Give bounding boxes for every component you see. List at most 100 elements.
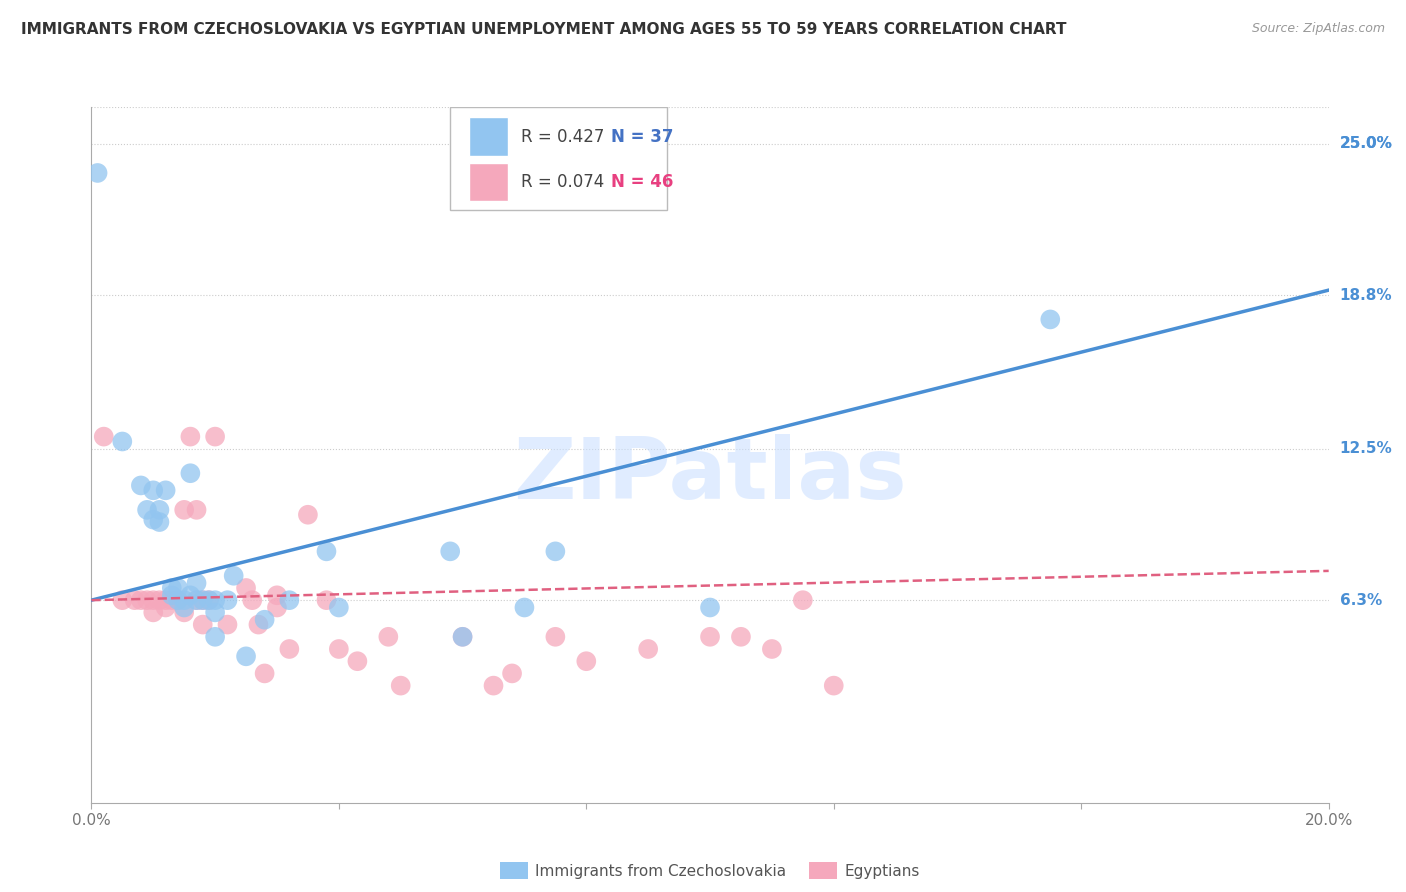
- Legend: Immigrants from Czechoslovakia, Egyptians: Immigrants from Czechoslovakia, Egyptian…: [494, 855, 927, 886]
- Point: [204, 593, 226, 607]
- Point: [328, 600, 350, 615]
- Point: [179, 467, 201, 481]
- Point: [699, 630, 721, 644]
- Point: [482, 679, 505, 693]
- Point: [167, 593, 190, 607]
- Point: [198, 593, 221, 607]
- Text: 25.0%: 25.0%: [1340, 136, 1393, 151]
- Text: 12.5%: 12.5%: [1340, 442, 1392, 457]
- Point: [142, 513, 165, 527]
- Point: [179, 588, 201, 602]
- FancyBboxPatch shape: [468, 118, 509, 156]
- Point: [544, 630, 567, 644]
- Point: [142, 606, 165, 620]
- Point: [217, 617, 239, 632]
- Point: [222, 568, 245, 582]
- Point: [315, 593, 337, 607]
- Point: [278, 593, 301, 607]
- Point: [173, 593, 195, 607]
- Text: 18.8%: 18.8%: [1340, 287, 1392, 302]
- Point: [501, 666, 523, 681]
- FancyBboxPatch shape: [468, 118, 509, 156]
- Point: [136, 593, 159, 607]
- Point: [142, 483, 165, 498]
- Point: [186, 576, 208, 591]
- Text: IMMIGRANTS FROM CZECHOSLOVAKIA VS EGYPTIAN UNEMPLOYMENT AMONG AGES 55 TO 59 YEAR: IMMIGRANTS FROM CZECHOSLOVAKIA VS EGYPTI…: [21, 22, 1067, 37]
- Point: [278, 642, 301, 657]
- Text: 25.0%: 25.0%: [1340, 136, 1393, 151]
- Point: [389, 679, 412, 693]
- Text: R = 0.427: R = 0.427: [520, 128, 605, 146]
- Point: [235, 649, 257, 664]
- Text: Source: ZipAtlas.com: Source: ZipAtlas.com: [1251, 22, 1385, 36]
- Point: [160, 593, 183, 607]
- Point: [266, 600, 288, 615]
- FancyBboxPatch shape: [468, 162, 509, 201]
- Point: [544, 544, 567, 558]
- Point: [160, 581, 183, 595]
- Point: [142, 593, 165, 607]
- Point: [513, 600, 536, 615]
- Point: [148, 515, 170, 529]
- Point: [204, 606, 226, 620]
- Text: R = 0.074: R = 0.074: [520, 173, 605, 191]
- Point: [439, 544, 461, 558]
- Point: [111, 434, 134, 449]
- Point: [129, 593, 152, 607]
- Text: 6.3%: 6.3%: [1340, 592, 1382, 607]
- Point: [86, 166, 108, 180]
- Point: [160, 588, 183, 602]
- Point: [328, 642, 350, 657]
- Point: [155, 600, 177, 615]
- Point: [699, 600, 721, 615]
- Point: [124, 593, 146, 607]
- Point: [167, 593, 190, 607]
- Point: [761, 642, 783, 657]
- Point: [1039, 312, 1062, 326]
- Point: [93, 429, 115, 443]
- Point: [173, 606, 195, 620]
- Text: N = 37: N = 37: [612, 128, 673, 146]
- Point: [637, 642, 659, 657]
- Point: [204, 630, 226, 644]
- Text: N = 46: N = 46: [612, 173, 673, 191]
- Point: [575, 654, 598, 668]
- Point: [173, 503, 195, 517]
- Point: [730, 630, 752, 644]
- Point: [253, 666, 276, 681]
- Point: [253, 613, 276, 627]
- Point: [451, 630, 474, 644]
- Point: [191, 617, 214, 632]
- Text: ZIPatlas: ZIPatlas: [513, 434, 907, 517]
- Point: [186, 593, 208, 607]
- Point: [186, 593, 208, 607]
- Point: [155, 483, 177, 498]
- Point: [148, 593, 170, 607]
- Point: [173, 600, 195, 615]
- FancyBboxPatch shape: [468, 162, 509, 201]
- Point: [155, 593, 177, 607]
- Point: [179, 429, 201, 443]
- Point: [136, 503, 159, 517]
- FancyBboxPatch shape: [450, 107, 666, 210]
- Point: [129, 478, 152, 492]
- Point: [111, 593, 134, 607]
- Point: [297, 508, 319, 522]
- Point: [346, 654, 368, 668]
- Point: [792, 593, 814, 607]
- Point: [204, 429, 226, 443]
- Point: [217, 593, 239, 607]
- Point: [240, 593, 263, 607]
- Point: [148, 503, 170, 517]
- Point: [451, 630, 474, 644]
- Point: [191, 593, 214, 607]
- Point: [266, 588, 288, 602]
- Point: [186, 503, 208, 517]
- Point: [198, 593, 221, 607]
- Point: [315, 544, 337, 558]
- Point: [247, 617, 270, 632]
- Point: [235, 581, 257, 595]
- Point: [191, 593, 214, 607]
- Point: [167, 581, 190, 595]
- Point: [377, 630, 399, 644]
